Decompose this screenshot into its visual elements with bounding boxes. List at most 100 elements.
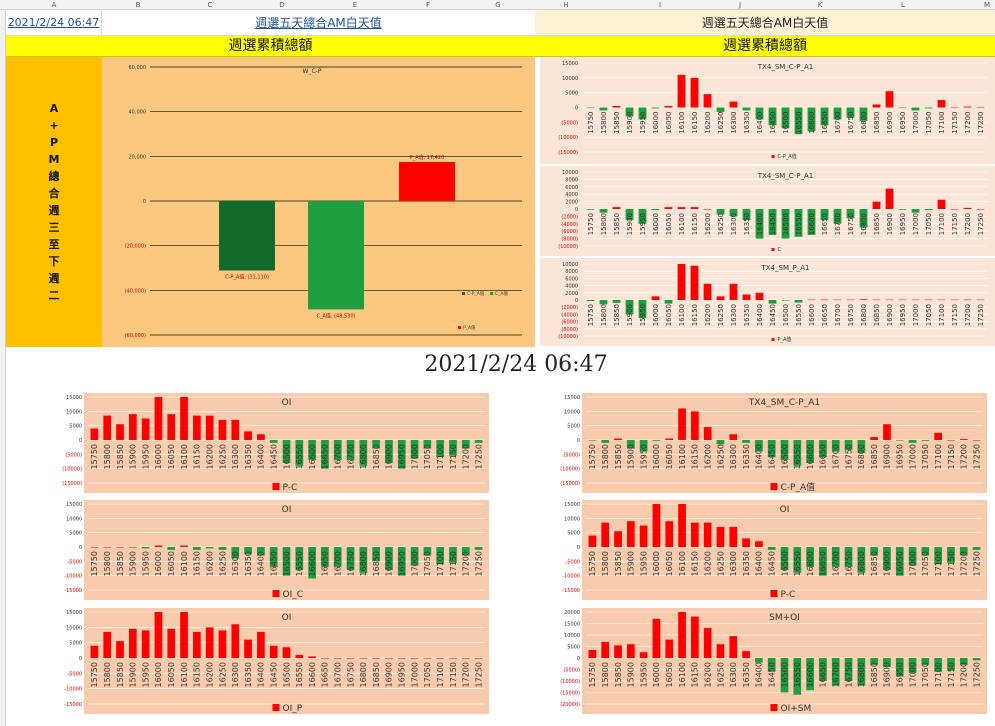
- xtick-label: 16300: [729, 551, 738, 576]
- bar: [257, 434, 265, 440]
- ytick-label: (20,000): [125, 244, 146, 250]
- data-label: C-P_A值, (31,110): [225, 273, 269, 280]
- bar: [154, 612, 163, 658]
- column-letter[interactable]: D: [279, 1, 285, 9]
- xtick-label: 15750: [90, 444, 99, 469]
- chart-r3[interactable]: 10000 8000 6000 4000 2000 0 (2000) (4000) (6000)…: [540, 258, 995, 346]
- xtick-label: 16800: [359, 662, 368, 687]
- bar: [781, 300, 790, 301]
- xtick-label: 16250: [218, 662, 227, 687]
- chart-r2[interactable]: 10000 8000 6000 4000 2000 0 (2000) (4000) (6000)…: [540, 166, 995, 256]
- bar: [308, 201, 364, 310]
- column-letter[interactable]: I: [658, 1, 662, 9]
- xtick-label: 17200: [960, 662, 969, 687]
- bar: [793, 440, 802, 466]
- bar: [664, 300, 673, 304]
- bar: [768, 209, 777, 235]
- column-letter[interactable]: A: [51, 1, 57, 9]
- ytick-label: (10000): [558, 135, 578, 141]
- xtick-label: 17250: [972, 662, 981, 687]
- subtitle-left: 週選累積總額: [6, 36, 535, 57]
- column-letter[interactable]: L: [901, 1, 905, 9]
- bar: [972, 440, 981, 441]
- chart-l2[interactable]: 15000 10000 5000 0 -5000 -10000 -15000 OI 15750 1…: [42, 498, 497, 602]
- bar: [346, 547, 355, 570]
- xtick-label: 16650: [821, 213, 829, 235]
- column-letter[interactable]: C: [207, 1, 213, 9]
- xtick-label: 16900: [385, 662, 394, 687]
- bar: [742, 209, 751, 221]
- legend-swatch: [490, 292, 493, 295]
- bar: [937, 100, 946, 108]
- xtick-label: 16550: [295, 551, 304, 576]
- bar: [282, 547, 291, 576]
- ytick-label: 10000: [564, 409, 580, 415]
- chart-l1[interactable]: 15000 10000 5000 0 (5000) (10000) (15000) OI 157…: [42, 391, 497, 495]
- xtick-label: 16200: [704, 112, 712, 134]
- chart-r6[interactable]: 20000 15000 10000 5000 0 (5000) (10000) (15000)…: [540, 606, 995, 716]
- xtick-label: 16800: [857, 444, 866, 469]
- column-letter[interactable]: J: [738, 1, 742, 9]
- chart-l3[interactable]: 15000 10000 5000 0 -5000 -10000 -15000 OI 15750 1…: [42, 606, 497, 716]
- chart-r5[interactable]: 15000 10000 5000 0 -5000 -10000 -15000 OI 15750 1…: [540, 498, 995, 602]
- bar: [333, 547, 342, 568]
- chart-r4[interactable]: 15000 10000 5000 0 (5000) (10000) (15000) TX4_S…: [540, 391, 995, 495]
- legend-swatch: [771, 338, 775, 341]
- bar: [885, 299, 894, 301]
- bar: [652, 504, 661, 547]
- bar: [846, 299, 855, 301]
- bar: [844, 658, 853, 681]
- column-letter[interactable]: M: [983, 1, 991, 9]
- xtick-label: 15850: [614, 444, 623, 469]
- bar: [449, 658, 457, 659]
- bar: [205, 415, 214, 440]
- ytick-label: 0: [143, 199, 146, 205]
- column-letter[interactable]: H: [563, 1, 569, 9]
- bar: [141, 630, 150, 658]
- chart-svg: 15000 10000 5000 0 (5000) (10000) (15000) OI 157…: [62, 393, 489, 493]
- column-letter[interactable]: G: [495, 1, 501, 9]
- xtick-label: 16900: [385, 444, 394, 469]
- side-label-char: +: [49, 119, 59, 132]
- chart-r1[interactable]: 15000 10000 5000 0 (5000) (10000) (15000) TX4_S…: [540, 57, 995, 164]
- bar: [781, 107, 790, 129]
- xtick-label: 16600: [808, 213, 816, 235]
- ytick-label: 40,000: [129, 110, 147, 116]
- bar: [793, 547, 802, 573]
- xtick-label: 16150: [691, 662, 700, 687]
- ytick-label: 6000: [565, 185, 578, 191]
- bar: [282, 440, 291, 463]
- bar: [911, 209, 920, 213]
- bar: [859, 209, 868, 228]
- bar: [885, 91, 894, 108]
- xtick-label: 16650: [819, 444, 828, 469]
- xtick-label: 17150: [951, 213, 959, 235]
- ytick-label: -10000: [562, 574, 580, 580]
- bar: [449, 440, 457, 456]
- ytick-label: (5000): [563, 452, 580, 458]
- bar: [703, 283, 712, 300]
- xtick-label: 16400: [756, 304, 764, 326]
- xtick-label: 17000: [410, 662, 419, 687]
- column-letter[interactable]: K: [817, 1, 823, 9]
- xtick-label: 17150: [449, 662, 458, 687]
- bar: [449, 547, 457, 563]
- date-cell[interactable]: 2021/2/24 06:47: [6, 10, 102, 36]
- xtick-label: 15900: [626, 112, 634, 134]
- side-label-char: 合: [48, 187, 60, 200]
- xtick-label: 16250: [716, 444, 725, 469]
- column-letter[interactable]: F: [425, 1, 431, 9]
- column-letter[interactable]: B: [135, 1, 141, 9]
- title-link-left[interactable]: 週選五天總合AM白天值: [102, 10, 535, 36]
- ytick-label: 15000: [66, 395, 82, 401]
- main-chart[interactable]: 60,000 40,000 20,000 0 (20,000) (40,000) (60,0…: [102, 57, 535, 347]
- ytick-label: -10000: [64, 687, 82, 693]
- bar: [691, 522, 699, 547]
- legend-swatch: [272, 704, 280, 711]
- bar: [729, 434, 738, 440]
- xtick-label: 17000: [912, 213, 920, 235]
- xtick-label: 16800: [860, 304, 868, 326]
- column-letter[interactable]: E: [352, 1, 358, 9]
- xtick-label: 17200: [964, 112, 972, 134]
- xtick-label: 15800: [103, 662, 112, 687]
